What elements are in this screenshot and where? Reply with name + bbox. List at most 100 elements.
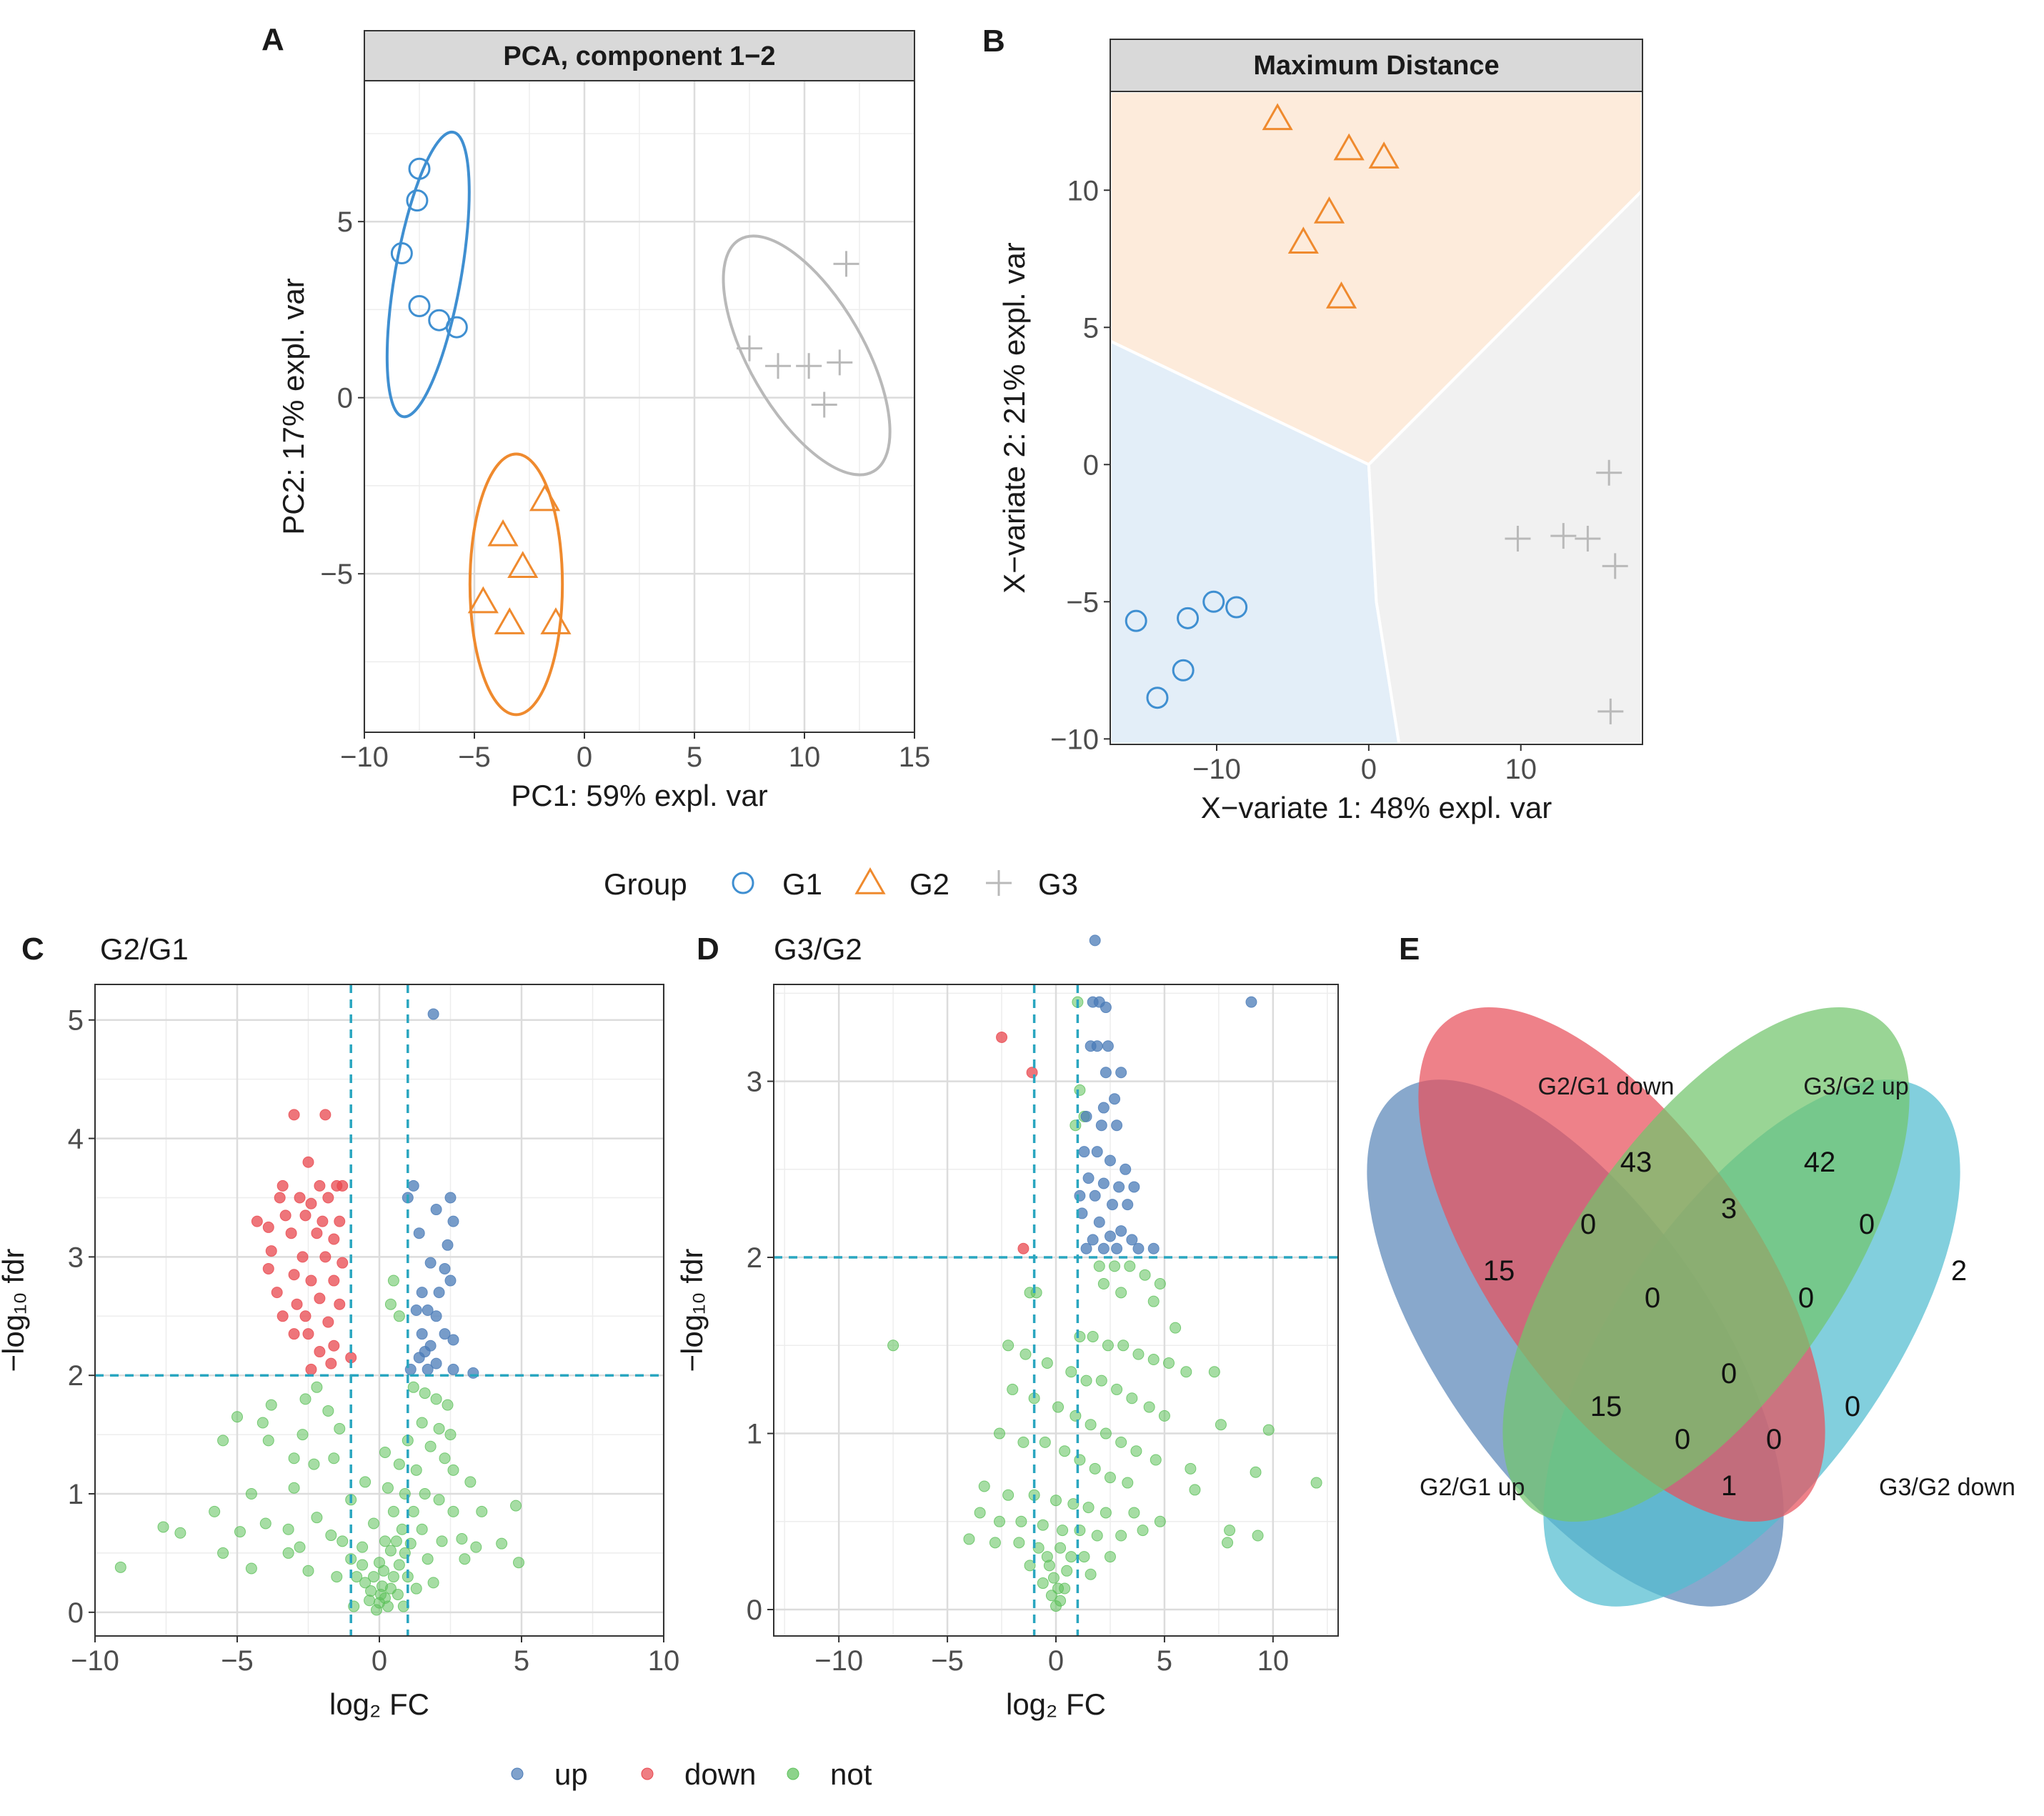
point-g2 bbox=[540, 607, 572, 634]
point-not bbox=[217, 1435, 229, 1447]
point-up bbox=[1132, 1242, 1145, 1254]
point-down bbox=[1026, 1067, 1038, 1079]
venn-region-count: 2 bbox=[1951, 1255, 1967, 1287]
point-up bbox=[444, 1274, 457, 1287]
point-down bbox=[288, 1269, 300, 1281]
point-down bbox=[288, 1109, 300, 1121]
point-up bbox=[430, 1310, 442, 1322]
y-tick-label: 5 bbox=[337, 206, 353, 238]
x-tick-label: −5 bbox=[458, 742, 491, 773]
point-not bbox=[1002, 1489, 1014, 1501]
point-down bbox=[316, 1215, 329, 1227]
point-g3 bbox=[796, 353, 822, 379]
x-tick-label: 0 bbox=[1048, 1645, 1064, 1677]
point-not bbox=[1055, 1542, 1067, 1554]
point-not bbox=[1117, 1339, 1130, 1352]
point-not bbox=[1115, 1436, 1127, 1448]
point-not bbox=[322, 1405, 334, 1417]
venn-region-count: 43 bbox=[1620, 1147, 1652, 1178]
point-down bbox=[325, 1357, 337, 1370]
point-not bbox=[1095, 1375, 1107, 1387]
venn-region-count: 42 bbox=[1804, 1147, 1836, 1178]
point-g2 bbox=[494, 607, 525, 634]
point-up bbox=[442, 1239, 454, 1251]
point-not bbox=[1093, 1260, 1105, 1272]
panel-letter: D bbox=[697, 932, 719, 967]
x-tick-label: −10 bbox=[71, 1645, 119, 1677]
point-not bbox=[1017, 1436, 1030, 1448]
point-not bbox=[1115, 1287, 1127, 1299]
confidence-ellipse-g2 bbox=[468, 452, 564, 717]
point-not bbox=[308, 1458, 320, 1470]
point-not bbox=[1070, 1119, 1082, 1132]
legend-key-down bbox=[641, 1767, 654, 1780]
point-not bbox=[1007, 1383, 1019, 1395]
point-down bbox=[328, 1233, 340, 1245]
point-not bbox=[359, 1577, 372, 1589]
venn-set-label: G2/G1 down bbox=[1538, 1073, 1675, 1100]
point-up bbox=[1089, 1189, 1101, 1202]
point-not bbox=[1154, 1515, 1166, 1527]
point-up bbox=[1095, 1119, 1107, 1132]
point-down bbox=[276, 1179, 289, 1192]
chart-title: PCA, component 1−2 bbox=[503, 41, 775, 71]
point-down bbox=[334, 1215, 346, 1227]
facet-strip bbox=[1110, 39, 1643, 92]
point-not bbox=[513, 1557, 525, 1569]
point-g3 bbox=[827, 349, 853, 376]
point-not bbox=[427, 1577, 439, 1589]
point-down bbox=[336, 1257, 349, 1269]
x-tick-label: 5 bbox=[687, 742, 702, 773]
point-down bbox=[265, 1245, 277, 1257]
point-up bbox=[410, 1304, 422, 1316]
point-not bbox=[1082, 1502, 1095, 1514]
point-not bbox=[444, 1429, 457, 1441]
point-not bbox=[245, 1562, 257, 1575]
y-tick-label: 5 bbox=[1083, 312, 1099, 344]
point-up bbox=[430, 1204, 442, 1216]
y-tick-label: 3 bbox=[68, 1242, 84, 1273]
point-down bbox=[302, 1328, 314, 1340]
point-not bbox=[1111, 1383, 1123, 1395]
point-g3 bbox=[737, 335, 762, 361]
point-not bbox=[1085, 1419, 1097, 1431]
point-not bbox=[1143, 1401, 1155, 1413]
point-g1 bbox=[390, 242, 413, 265]
point-not bbox=[1122, 1477, 1134, 1489]
point-not bbox=[1102, 1339, 1114, 1352]
legend-label: G1 bbox=[782, 867, 822, 901]
point-not bbox=[1158, 1410, 1170, 1422]
point-not bbox=[299, 1393, 311, 1405]
point-not bbox=[282, 1547, 294, 1559]
point-up bbox=[427, 1008, 439, 1020]
point-not bbox=[1067, 1498, 1080, 1510]
point-up bbox=[413, 1227, 425, 1239]
point-g1 bbox=[406, 189, 429, 212]
point-not bbox=[1065, 1366, 1077, 1378]
venn-region-count: 0 bbox=[1798, 1282, 1814, 1314]
point-not bbox=[357, 1559, 369, 1571]
point-not bbox=[209, 1505, 221, 1517]
point-not bbox=[476, 1505, 488, 1517]
point-not bbox=[464, 1476, 477, 1488]
point-not bbox=[1074, 1330, 1086, 1342]
point-up bbox=[447, 1334, 459, 1346]
point-not bbox=[1002, 1339, 1014, 1352]
point-not bbox=[1154, 1278, 1166, 1290]
point-not bbox=[1074, 1525, 1086, 1537]
point-not bbox=[1037, 1519, 1049, 1531]
point-up bbox=[1113, 1181, 1125, 1193]
point-up bbox=[1080, 1110, 1092, 1122]
point-not bbox=[1019, 1348, 1032, 1360]
y-tick-label: −5 bbox=[320, 559, 353, 590]
point-not bbox=[1262, 1424, 1275, 1436]
point-not bbox=[1089, 1462, 1101, 1475]
point-g3 bbox=[1602, 553, 1628, 579]
point-not bbox=[114, 1561, 126, 1573]
point-up bbox=[1091, 1146, 1103, 1158]
point-not bbox=[256, 1417, 269, 1429]
point-down bbox=[276, 1310, 289, 1322]
point-not bbox=[379, 1535, 391, 1547]
point-down bbox=[288, 1328, 300, 1340]
panel-e: E G2/G1 down G3/G2 up G2/G1 up G3/G2 down 15 4… bbox=[1367, 932, 2015, 1607]
